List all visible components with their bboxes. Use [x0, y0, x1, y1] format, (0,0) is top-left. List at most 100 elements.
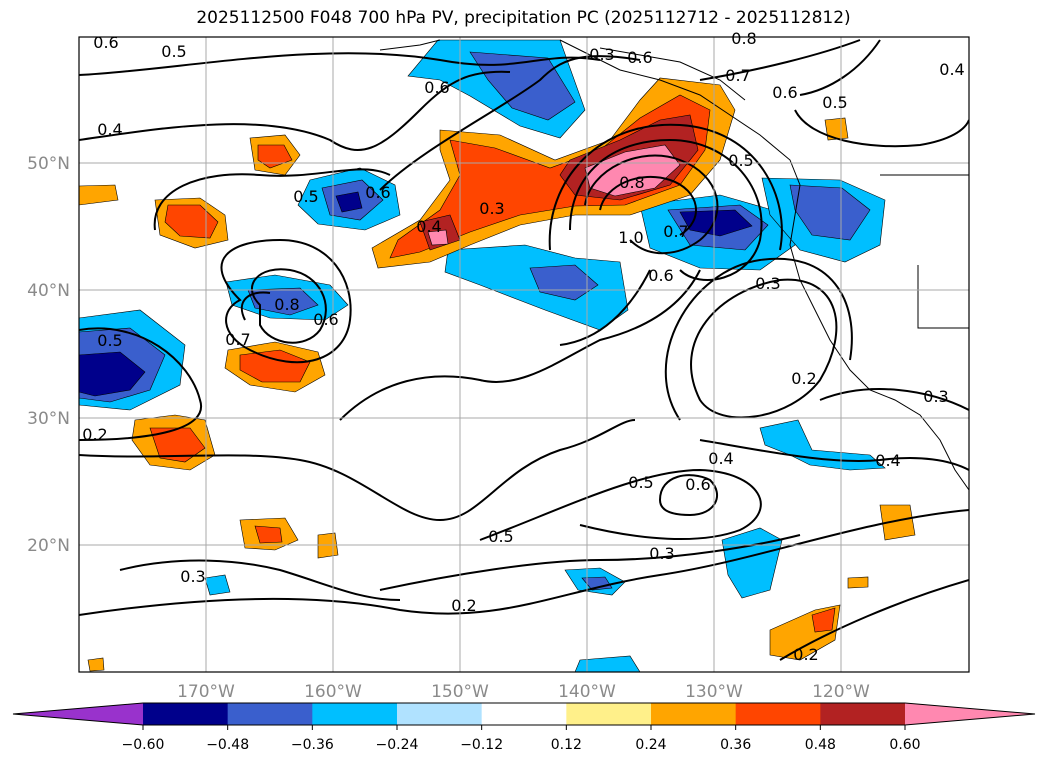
contour-label: 0.6	[313, 310, 338, 329]
contour-label: 0.2	[793, 645, 818, 664]
lat-axis: 50°N 40°N 30°N 20°N	[27, 154, 70, 556]
contour-label: 0.4	[875, 451, 900, 470]
coastline	[599, 47, 746, 101]
pv-contour	[690, 278, 838, 419]
contour-label: 0.6	[424, 78, 449, 97]
pv-contour	[79, 509, 969, 616]
contour-label: 0.2	[82, 425, 107, 444]
pv-contour	[250, 268, 327, 344]
contour-label: 0.3	[180, 567, 205, 586]
pv-contour	[79, 52, 601, 76]
colorbar-extend-high	[905, 703, 1035, 725]
lat-label: 40°N	[27, 281, 70, 301]
pv-contour	[569, 138, 763, 281]
contour-label: 0.5	[293, 187, 318, 206]
contour-label: 0.7	[725, 66, 750, 85]
colorbar-tick-label: −0.60	[122, 737, 165, 753]
pv-contour	[119, 559, 401, 601]
pos-region	[811, 607, 836, 633]
contour-label: 0.6	[627, 48, 652, 67]
contour-label: 0.5	[97, 331, 122, 350]
contour-label: 0.6	[365, 183, 390, 202]
colorbar-tick-label: −0.24	[376, 737, 419, 753]
colorbar-tick-label: 0.36	[720, 737, 751, 753]
contour-label: 0.2	[791, 369, 816, 388]
contour-label: 0.3	[589, 45, 614, 64]
contour-label: 0.6	[93, 33, 118, 52]
contour-label: 0.4	[416, 217, 441, 236]
contour-label: 0.6	[685, 475, 710, 494]
colorbar-segment	[397, 703, 483, 725]
contour-label: 0.5	[628, 473, 653, 492]
pos-region	[879, 504, 916, 541]
colorbar-tick-label: −0.48	[206, 737, 249, 753]
lon-label: 130°W	[685, 682, 743, 702]
contour-label: 0.6	[772, 83, 797, 102]
pv-contour	[794, 109, 969, 148]
neg-region	[574, 655, 641, 672]
lon-label: 120°W	[812, 682, 870, 702]
lat-label: 20°N	[27, 536, 70, 556]
colorbar-segment	[481, 703, 567, 725]
border	[917, 265, 969, 329]
lat-label: 30°N	[27, 409, 70, 429]
neg-region	[721, 527, 783, 599]
pv-contour	[240, 291, 271, 321]
pv-contour	[819, 388, 969, 411]
pv-contours	[79, 39, 969, 661]
map-frame	[78, 36, 970, 673]
contour-label: 0.4	[97, 120, 122, 139]
pos-region	[584, 144, 681, 197]
pos-region	[257, 144, 293, 169]
neg-region	[335, 191, 363, 213]
pos-region	[824, 117, 849, 141]
contour-label: 0.3	[923, 387, 948, 406]
contour-label: 0.8	[731, 29, 756, 48]
colorbar-tick-labels: −0.60 −0.48 −0.36 −0.24 −0.12 0.12 0.24 0.36 0.4…	[122, 725, 921, 753]
colorbar-segment	[143, 703, 229, 725]
colorbar-tick-label: 0.12	[551, 737, 582, 753]
lon-label: 150°W	[431, 682, 489, 702]
pv-contour	[339, 269, 701, 421]
neg-region	[759, 419, 886, 471]
contour-label: 0.4	[708, 449, 733, 468]
contour-label: 0.6	[648, 266, 673, 285]
colorbar-tick-label: −0.36	[291, 737, 334, 753]
pv-contour	[79, 419, 636, 522]
pos-region	[254, 525, 283, 544]
pv-contour	[379, 55, 641, 191]
pv-contour	[220, 238, 352, 364]
contour-label: 0.5	[161, 42, 186, 61]
coastline	[379, 39, 441, 51]
contour-label: 0.3	[755, 274, 780, 293]
colorbar-segment	[735, 703, 821, 725]
neg-region	[247, 287, 319, 316]
colorbar-tick-label: 0.60	[889, 737, 920, 753]
colorbar-segment	[566, 703, 652, 725]
contour-label: 0.3	[479, 199, 504, 218]
neg-region	[789, 184, 871, 241]
pv-contour	[599, 175, 697, 236]
colorbar-tick-label: −0.12	[460, 737, 503, 753]
pv-contour	[79, 327, 203, 441]
graticule	[79, 37, 969, 672]
neg-region	[79, 351, 146, 397]
contour-label: 0.3	[649, 544, 674, 563]
pv-contour	[548, 123, 783, 251]
colorbar-segment	[820, 703, 906, 725]
pos-region	[87, 657, 105, 672]
contour-label: 0.5	[488, 527, 513, 546]
precip-shading	[79, 39, 916, 672]
contour-label: 0.7	[663, 222, 688, 241]
colorbar-tick-label: 0.24	[635, 737, 666, 753]
pv-contour	[799, 39, 881, 96]
contour-labels: 0.6 0.5 0.6 0.4 0.5 0.6 0.8 0.6 0.7 0.4 …	[82, 29, 964, 664]
contour-label: 0.5	[822, 93, 847, 112]
contour-label: 0.5	[728, 151, 753, 170]
pv-contour	[153, 168, 391, 231]
lon-label: 160°W	[304, 682, 362, 702]
pv-contour	[658, 474, 719, 517]
coastlines	[379, 39, 969, 491]
pos-region	[239, 349, 311, 383]
pos-region	[79, 184, 119, 206]
